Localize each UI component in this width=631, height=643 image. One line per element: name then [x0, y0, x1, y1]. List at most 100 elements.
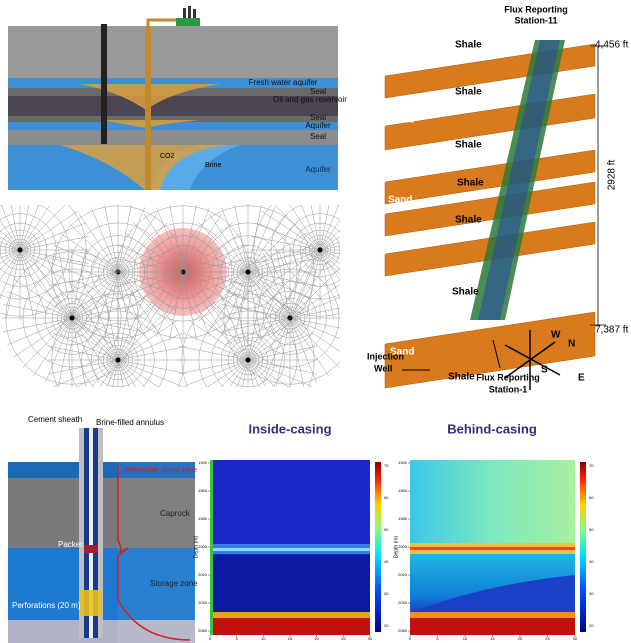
mesh-spoke: [117, 359, 187, 374]
mesh-spoke: [183, 359, 249, 387]
plot-title: Behind-casing: [447, 421, 537, 436]
mesh-spoke: [247, 359, 254, 387]
mesh-spoke: [13, 278, 73, 319]
mesh-spoke: [117, 301, 158, 361]
mesh-spoke: [182, 271, 211, 337]
mesh-spoke: [229, 359, 249, 387]
mesh-spoke: [13, 317, 73, 358]
mesh-spoke: [319, 229, 340, 251]
mesh-spoke: [247, 244, 313, 273]
mesh-spoke: [247, 332, 313, 361]
mesh-spoke: [143, 271, 184, 331]
y-tick-label: 2000: [398, 544, 408, 549]
mesh-spoke: [117, 359, 124, 387]
mesh-spoke: [247, 295, 276, 361]
colorbar-tick-label: 50: [384, 527, 389, 532]
mesh-spoke: [189, 232, 249, 273]
compass-label: E: [578, 373, 585, 384]
mesh-spoke: [10, 205, 21, 251]
shale-label: Shale: [455, 140, 482, 151]
mesh-spoke: [247, 359, 313, 387]
flux-model: [384, 40, 606, 390]
sand-label: Sand: [388, 58, 412, 69]
mesh-spoke: [247, 258, 317, 273]
mesh-spoke: [49, 346, 119, 361]
compass-label: W: [551, 330, 561, 341]
mesh-spoke: [19, 249, 79, 290]
sand-label: Sand: [390, 347, 414, 358]
mesh: [0, 205, 340, 387]
mesh-spoke: [319, 249, 334, 319]
y-tick-label: 2040: [198, 600, 208, 605]
mesh-spoke: [90, 295, 119, 361]
mesh-spoke: [247, 271, 288, 331]
mesh-spoke: [276, 317, 291, 387]
station-label: Station-1: [489, 384, 528, 394]
y-tick-label: 1960: [198, 488, 208, 493]
mesh-spoke: [71, 253, 100, 319]
shale-label: Shale: [448, 372, 475, 383]
mesh-spoke: [220, 271, 249, 337]
x-tick-label: 20: [314, 636, 319, 641]
mesh-spoke: [117, 295, 146, 361]
mesh-spoke: [319, 249, 340, 264]
mesh-spoke: [0, 241, 21, 251]
y-tick-label: 2000: [198, 544, 208, 549]
mesh-spoke: [319, 249, 340, 255]
mesh-spoke: [247, 359, 267, 387]
mesh-spoke: [71, 249, 86, 319]
shale-label: Shale: [457, 178, 484, 189]
x-tick-label: 20: [518, 636, 523, 641]
layer-label: Fresh water aquifer: [249, 78, 318, 87]
mesh-spoke: [133, 222, 184, 273]
x-tick-label: 15: [490, 636, 495, 641]
mesh-spoke: [189, 320, 249, 361]
mesh-spoke: [319, 249, 340, 281]
x-tick-label: 5: [436, 636, 439, 641]
mesh-spoke: [117, 205, 132, 273]
mesh-spoke: [319, 205, 339, 251]
well-node: [317, 247, 323, 253]
sand-label: Sand: [388, 195, 412, 206]
mesh-spoke: [71, 290, 137, 319]
mesh-spoke: [19, 249, 85, 278]
mesh-spoke: [19, 205, 66, 251]
mesh-spoke: [270, 249, 321, 300]
shale-label: Shale: [455, 215, 482, 226]
depth-label: 7,387 ft: [595, 325, 629, 336]
mesh-spoke: [183, 271, 249, 300]
mesh-spoke: [319, 249, 340, 271]
mesh-spoke: [234, 205, 249, 273]
mesh-spoke: [117, 359, 159, 387]
mesh-spoke: [319, 245, 340, 251]
thickness-label: 2928 ft: [607, 159, 618, 190]
zone-label: Permeable above zone: [125, 467, 197, 474]
mesh-spoke: [169, 205, 184, 273]
mesh-spoke: [247, 271, 262, 341]
sand-slab: [384, 93, 596, 151]
mesh-spoke: [182, 271, 197, 341]
mesh-spoke: [19, 249, 48, 315]
plume-label: CO2: [160, 153, 175, 160]
y-tick-label: 1980: [198, 516, 208, 521]
layer-label: Oil and gas reservoir: [273, 95, 347, 104]
mesh-spoke: [49, 359, 119, 374]
mesh-spoke: [289, 205, 321, 251]
mesh-spoke: [19, 236, 89, 251]
mesh-spoke: [289, 317, 340, 339]
well-node: [245, 357, 251, 363]
reservoir-diagram: [8, 6, 338, 190]
mesh-spoke: [1, 205, 21, 251]
shale-label: Shale: [455, 87, 482, 98]
mesh-spoke: [58, 249, 73, 319]
y-tick-label: 2040: [398, 600, 408, 605]
mesh-spoke: [208, 213, 249, 273]
mesh-spoke: [0, 249, 21, 271]
mesh-spoke: [117, 222, 168, 273]
well-node: [115, 357, 121, 363]
compass-label: S: [541, 365, 548, 376]
mesh-spoke: [234, 271, 249, 341]
colorbar-tick-label: 70: [589, 463, 594, 468]
y-tick-label: 1940: [198, 460, 208, 465]
